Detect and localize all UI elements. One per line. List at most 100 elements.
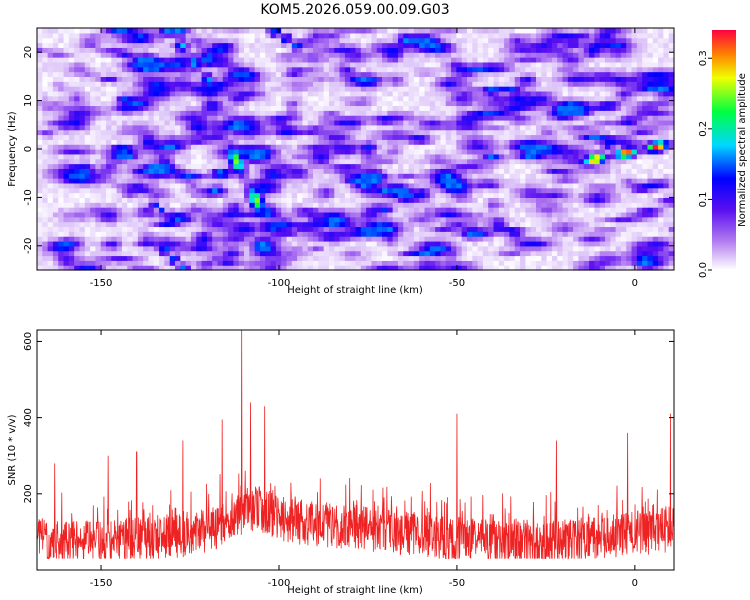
heatmap-cell bbox=[636, 173, 643, 179]
heatmap-cell bbox=[658, 76, 664, 82]
heatmap-cell bbox=[302, 76, 309, 82]
heatmap-cell bbox=[387, 192, 394, 198]
heatmap-cell bbox=[254, 158, 261, 165]
heatmap-cell bbox=[63, 163, 70, 169]
heatmap-cell bbox=[132, 71, 139, 77]
heatmap-cell bbox=[196, 119, 203, 126]
heatmap-cell bbox=[557, 250, 564, 257]
heatmap-cell bbox=[153, 260, 160, 266]
heatmap-cell bbox=[530, 231, 537, 237]
heatmap-cell bbox=[206, 202, 213, 208]
heatmap-cell bbox=[238, 221, 245, 228]
heatmap-cell bbox=[583, 149, 590, 155]
heatmap-cell bbox=[127, 236, 134, 242]
heatmap-cell bbox=[658, 149, 664, 155]
heatmap-cell bbox=[74, 250, 81, 257]
heatmap-cell bbox=[201, 187, 208, 194]
heatmap-cell bbox=[90, 197, 96, 203]
heatmap-cell bbox=[127, 153, 134, 160]
heatmap-cell bbox=[360, 119, 367, 126]
heatmap-cell bbox=[557, 158, 564, 165]
heatmap-cell bbox=[668, 144, 675, 150]
heatmap-cell bbox=[238, 129, 245, 136]
heatmap-cell bbox=[334, 129, 341, 136]
heatmap-cell bbox=[557, 144, 564, 150]
heatmap-cell bbox=[254, 226, 261, 232]
heatmap-cell bbox=[37, 119, 43, 126]
heatmap-cell bbox=[286, 149, 293, 155]
heatmap-cell bbox=[244, 95, 250, 102]
heatmap-cell bbox=[153, 66, 160, 73]
heatmap-cell bbox=[334, 100, 341, 107]
heatmap-cell bbox=[482, 149, 489, 155]
heatmap-cell bbox=[551, 95, 558, 102]
heatmap-cell bbox=[589, 192, 595, 198]
heatmap-cell bbox=[610, 207, 617, 213]
heatmap-cell bbox=[509, 139, 516, 145]
heatmap-cell bbox=[249, 119, 256, 126]
heatmap-cell bbox=[339, 129, 346, 136]
heatmap-cell bbox=[52, 192, 59, 198]
heatmap-cell bbox=[360, 231, 367, 237]
heatmap-cell bbox=[392, 129, 399, 136]
heatmap-cell bbox=[397, 260, 404, 266]
heatmap-cell bbox=[350, 81, 357, 87]
heatmap-cell bbox=[286, 178, 293, 184]
heatmap-cell bbox=[403, 255, 410, 261]
heatmap-cell bbox=[514, 255, 521, 261]
heatmap-cell bbox=[382, 202, 388, 208]
heatmap-cell bbox=[392, 115, 399, 121]
heatmap-cell bbox=[578, 255, 585, 261]
heatmap-cell bbox=[212, 163, 219, 169]
heatmap-cell bbox=[137, 231, 144, 237]
heatmap-cell bbox=[143, 260, 150, 266]
heatmap-cell bbox=[318, 182, 325, 189]
heatmap-cell bbox=[567, 250, 574, 257]
heatmap-cell bbox=[90, 207, 96, 213]
heatmap-cell bbox=[583, 250, 590, 257]
heatmap-cell bbox=[143, 265, 150, 271]
heatmap-cell bbox=[445, 226, 452, 232]
heatmap-cell bbox=[275, 115, 282, 121]
heatmap-cell bbox=[58, 149, 65, 155]
heatmap-cell bbox=[259, 129, 266, 136]
heatmap-cell bbox=[525, 105, 532, 111]
heatmap-cell bbox=[47, 202, 54, 208]
heatmap-cell bbox=[37, 139, 43, 145]
heatmap-cell bbox=[153, 255, 160, 261]
heatmap-cell bbox=[318, 236, 325, 242]
heatmap-cell bbox=[275, 255, 282, 261]
heatmap-cell bbox=[578, 216, 585, 223]
heatmap-cell bbox=[201, 119, 208, 126]
heatmap-cell bbox=[302, 207, 309, 213]
heatmap-cell bbox=[535, 221, 542, 228]
heatmap-cell bbox=[143, 105, 150, 111]
heatmap-cell bbox=[355, 71, 362, 77]
heatmap-cell bbox=[111, 245, 118, 252]
heatmap-cell bbox=[371, 231, 378, 237]
heatmap-cell bbox=[557, 95, 564, 102]
heatmap-cell bbox=[265, 144, 272, 150]
heatmap-cell bbox=[132, 231, 139, 237]
heatmap-cell bbox=[297, 173, 304, 179]
heatmap-cell bbox=[185, 95, 192, 102]
heatmap-cell bbox=[180, 197, 187, 203]
heatmap-cell bbox=[583, 163, 590, 169]
heatmap-cell bbox=[435, 153, 442, 160]
heatmap-cell bbox=[371, 168, 378, 174]
heatmap-cell bbox=[95, 90, 102, 97]
heatmap-cell bbox=[281, 211, 288, 218]
heatmap-cell bbox=[233, 240, 240, 247]
heatmap-cell bbox=[397, 211, 404, 218]
heatmap-cell bbox=[620, 110, 627, 116]
heatmap-cell bbox=[371, 211, 378, 218]
heatmap-cell bbox=[647, 231, 654, 237]
heatmap-cell bbox=[302, 81, 309, 87]
heatmap-cell bbox=[626, 250, 633, 257]
heatmap-cell bbox=[318, 168, 325, 174]
heatmap-cell bbox=[52, 158, 59, 165]
heatmap-cell bbox=[270, 153, 277, 160]
heatmap-cell bbox=[212, 129, 219, 136]
heatmap-cell bbox=[551, 105, 558, 111]
heatmap-cell bbox=[392, 100, 399, 107]
